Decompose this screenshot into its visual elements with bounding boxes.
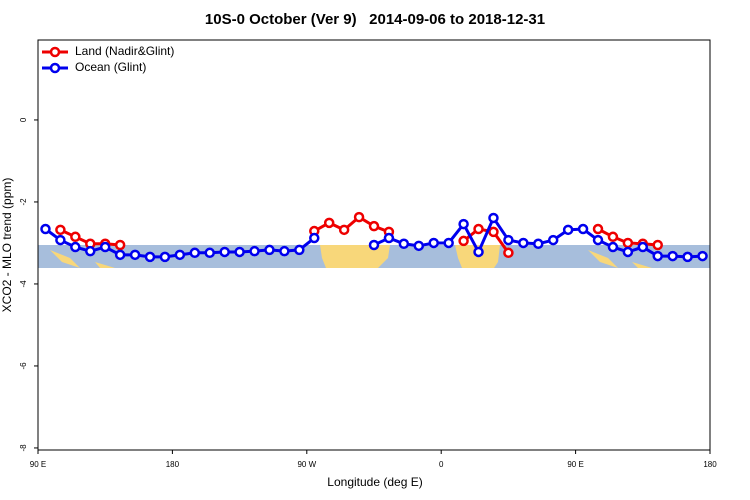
point [279, 245, 290, 257]
point [353, 211, 365, 223]
point [533, 238, 544, 250]
point [204, 247, 215, 259]
point [174, 249, 186, 261]
point [652, 250, 663, 262]
point [383, 232, 395, 244]
point [562, 224, 574, 236]
point [249, 245, 260, 257]
point [652, 239, 663, 251]
point [219, 246, 230, 258]
point [488, 212, 499, 224]
point [458, 218, 469, 230]
point [189, 247, 201, 259]
point [338, 224, 350, 236]
point [114, 249, 126, 261]
point [309, 232, 320, 244]
point [667, 250, 678, 262]
point [40, 223, 51, 235]
point [547, 234, 559, 246]
x-tick-label: 90 W [297, 460, 316, 469]
point [368, 220, 380, 232]
point [682, 251, 693, 263]
y-tick-label: 0 [19, 117, 28, 122]
point [518, 237, 529, 249]
point [697, 250, 708, 262]
point [398, 238, 410, 250]
point [473, 246, 484, 258]
point [264, 244, 275, 256]
y-tick-label: -4 [19, 280, 28, 288]
point [428, 237, 439, 249]
plot-frame [37, 39, 711, 451]
x-axis-label: Longitude (deg E) [327, 475, 422, 489]
x-tick-label: 90 E [567, 460, 583, 469]
x-tick-label: 180 [703, 460, 717, 469]
point [85, 245, 96, 257]
x-tick-label: 180 [166, 460, 180, 469]
point [622, 246, 634, 258]
point [592, 223, 604, 235]
point [488, 226, 499, 238]
point [443, 237, 454, 249]
point [458, 235, 469, 247]
legend-marker [49, 62, 61, 74]
point [55, 234, 66, 246]
point [99, 241, 111, 253]
y-tick-label: -2 [19, 198, 28, 206]
x-tick-label: 90 E [30, 460, 46, 469]
point [114, 239, 126, 251]
point [473, 223, 484, 235]
legend-label: Ocean (Glint) [75, 60, 146, 74]
point [144, 251, 156, 263]
point [592, 234, 604, 246]
y-tick-label: -8 [19, 444, 28, 452]
point [607, 241, 619, 253]
point [637, 241, 649, 253]
point [503, 234, 514, 246]
chart-title: 10S-0 October (Ver 9) 2014-09-06 to 2018… [205, 11, 545, 28]
point [159, 251, 171, 263]
legend-label: Land (Nadir&Glint) [75, 44, 174, 58]
legend-marker [49, 46, 61, 58]
y-tick-label: -6 [19, 362, 28, 370]
x-tick-label: 0 [439, 460, 444, 469]
point [368, 239, 380, 251]
point [129, 249, 141, 261]
y-axis-label: XCO2 - MLO trend (ppm) [0, 178, 14, 313]
point [70, 241, 81, 253]
point [55, 224, 66, 236]
point [577, 223, 589, 235]
point [294, 244, 305, 256]
point [607, 231, 619, 243]
point [234, 246, 245, 258]
point [413, 240, 425, 252]
point [70, 231, 81, 243]
point [503, 247, 514, 259]
point [622, 237, 634, 249]
point [323, 217, 335, 229]
